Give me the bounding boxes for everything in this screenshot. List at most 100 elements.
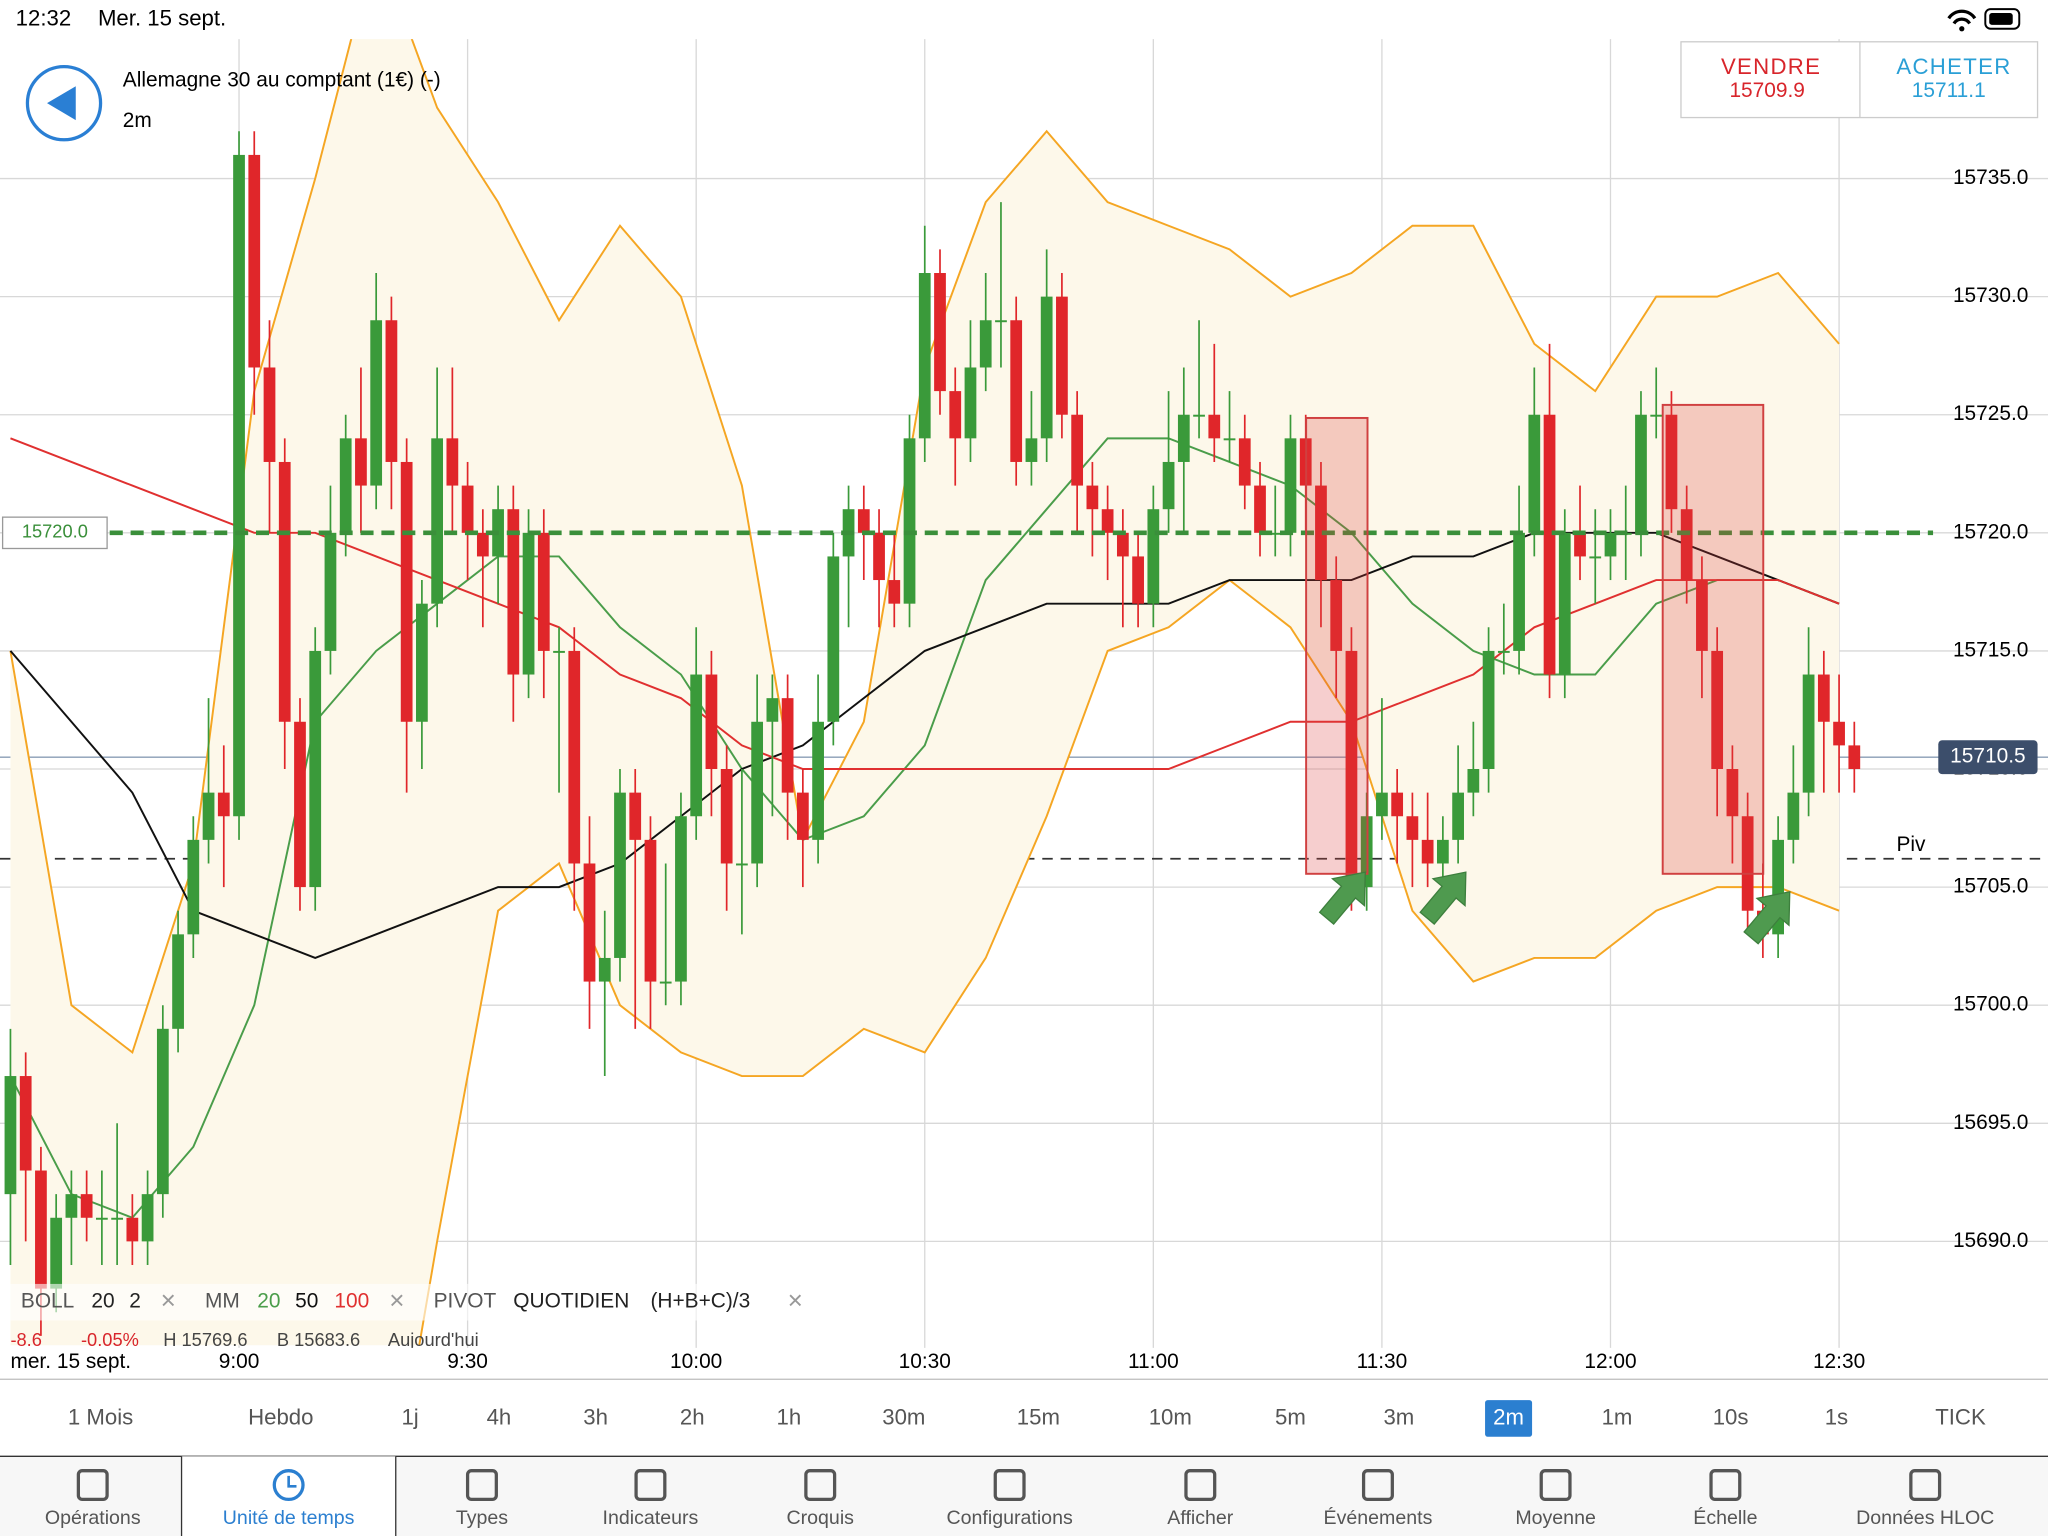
legend-remove[interactable]: × [389, 1285, 404, 1315]
candle-body [126, 1217, 139, 1242]
candle-body [751, 721, 764, 864]
candle-body [1650, 414, 1663, 417]
candle-body [705, 674, 718, 770]
toolbar-button[interactable]: Afficher [1167, 1507, 1233, 1529]
y-tick-label: 15735.0 [1953, 166, 2028, 189]
toolbar-button[interactable]: Opérations [45, 1507, 141, 1529]
toolbar-button[interactable]: Indicateurs [603, 1507, 699, 1529]
candle-body [964, 367, 977, 439]
candle-body [1269, 532, 1282, 535]
candle-body [1193, 414, 1205, 417]
x-tick-label: 10:00 [670, 1350, 722, 1373]
annotations [1305, 403, 1791, 945]
highlight-box [1305, 416, 1369, 875]
toolbar-button[interactable]: Moyenne [1515, 1507, 1596, 1529]
timeframe-option[interactable]: 1j [401, 1404, 418, 1429]
status-time: 12:32 [16, 5, 72, 30]
candle-body [1208, 414, 1221, 439]
candle-body [141, 1194, 154, 1242]
candle-body [1452, 792, 1464, 840]
timeframe-option[interactable]: 4h [487, 1404, 512, 1429]
candle-body [263, 367, 276, 462]
toolbar-icon [993, 1469, 1026, 1502]
timeframe-option[interactable]: 10m [1149, 1404, 1192, 1429]
timeframe-option[interactable]: 2m [1493, 1404, 1524, 1429]
toolbar-button[interactable]: Données HLOC [1856, 1507, 1994, 1529]
legend-remove[interactable]: × [161, 1285, 176, 1315]
timeframe-option[interactable]: Hebdo [248, 1404, 313, 1429]
timeframe-option[interactable]: 3m [1383, 1404, 1414, 1429]
timeframe-option[interactable]: 1 Mois [68, 1404, 133, 1429]
timeframe-option[interactable]: 5m [1275, 1404, 1306, 1429]
candle-body [1086, 485, 1099, 510]
timeframe-option[interactable]: 3h [583, 1404, 608, 1429]
toolbar-icon [1539, 1469, 1572, 1502]
timeframe-option[interactable]: 1s [1825, 1404, 1848, 1429]
timeframe-option[interactable]: 15m [1017, 1404, 1060, 1429]
legend-item: QUOTIDIEN [513, 1290, 629, 1313]
legend-remove[interactable]: × [788, 1285, 803, 1315]
timeframe-selected [1485, 1400, 1533, 1437]
y-tick-label: 15715.0 [1953, 638, 2028, 661]
info-item: B 15683.6 [277, 1329, 360, 1350]
candle-body [400, 461, 413, 722]
candle-body [294, 721, 306, 888]
y-tick-label: 15705.0 [1953, 875, 2028, 898]
candle-body [1162, 461, 1175, 510]
timeframe-option[interactable]: 10s [1713, 1404, 1749, 1429]
candle-body [629, 792, 642, 840]
highlight-box [1661, 403, 1765, 875]
candle-body [1833, 721, 1845, 746]
toolbar-button[interactable]: Types [456, 1507, 508, 1529]
arrow [1743, 890, 1791, 945]
candle-body [278, 461, 291, 722]
candle-body [507, 509, 520, 675]
candle-body [1543, 414, 1556, 675]
candle-body [1406, 816, 1419, 840]
candle-body [1421, 839, 1434, 864]
candle-body [1787, 792, 1800, 840]
candle-body [339, 438, 352, 533]
candle-body [1056, 296, 1068, 415]
toolbar-button[interactable]: Configurations [947, 1507, 1073, 1529]
candle-body [1391, 792, 1404, 817]
candle-body [796, 792, 809, 840]
timeframe-option[interactable]: 1m [1602, 1404, 1633, 1429]
x-tick-label: 11:00 [1128, 1350, 1179, 1373]
y-tick-label: 15700.0 [1953, 993, 2028, 1016]
candle-body [1238, 438, 1251, 486]
timeframe-option[interactable]: 2h [680, 1404, 705, 1429]
timeframe-option[interactable]: 30m [882, 1404, 925, 1429]
toolbar-button[interactable]: Événements [1324, 1506, 1433, 1529]
toolbar-button[interactable]: Échelle [1693, 1506, 1757, 1529]
legend-item: BOLL [21, 1290, 74, 1313]
timeframe-option[interactable]: 1h [777, 1404, 802, 1429]
battery-icon [1989, 13, 2013, 25]
y-tick-label: 15695.0 [1953, 1111, 2028, 1134]
candle-body [1848, 745, 1861, 770]
candle-body [1528, 414, 1541, 533]
candle-body [111, 1217, 123, 1220]
candle-body [1223, 438, 1236, 441]
toolbar-button[interactable]: Croquis [787, 1507, 855, 1529]
timeframe-option[interactable]: TICK [1935, 1404, 1986, 1429]
candle-body [1376, 792, 1388, 817]
candle-body [720, 769, 733, 864]
candle-body [1680, 509, 1693, 581]
candle-body [50, 1217, 63, 1289]
legend-item: PIVOT [434, 1290, 497, 1313]
candle-body [934, 273, 946, 392]
candle-body [644, 839, 657, 982]
candle-body [309, 650, 322, 888]
candle-body [812, 721, 824, 840]
candle-body [1696, 580, 1708, 651]
candle-body [1711, 650, 1724, 770]
x-tick-label: 12:30 [1813, 1350, 1865, 1373]
indicator-line [418, 578, 1840, 1346]
bollinger-band-fill [10, 39, 1840, 1346]
candle-body [766, 698, 779, 722]
candle-body [949, 391, 962, 439]
candle-body [1482, 650, 1495, 770]
candle-body [248, 154, 261, 368]
toolbar-button[interactable]: Unité de temps [223, 1507, 355, 1529]
